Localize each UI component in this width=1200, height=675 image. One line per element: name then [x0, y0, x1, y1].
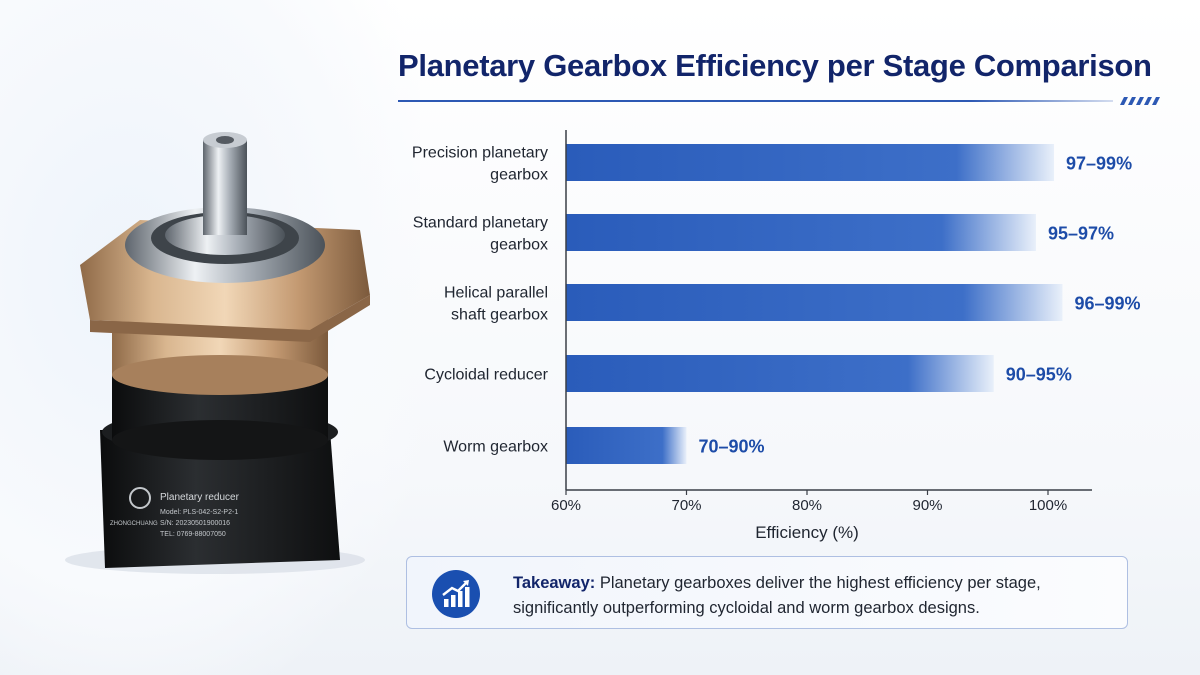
title-underline [398, 100, 1113, 102]
category-label-2-0: Helical parallel [444, 285, 548, 302]
bar-4 [566, 427, 687, 464]
product-label-line4: TEL: 0769-88007050 [160, 531, 226, 538]
x-tick-label-3: 90% [912, 497, 942, 514]
brand-logo-icon [129, 487, 151, 509]
x-tick-label-0: 60% [551, 497, 581, 514]
title-stripes-decoration [1120, 97, 1160, 105]
chart-growth-icon [432, 570, 480, 618]
category-label-0-1: gearbox [490, 167, 548, 184]
gearbox-illustration: Planetary reducer Model: PLS-042-S2-P2-1… [65, 132, 370, 574]
category-label-2-1: shaft gearbox [451, 307, 548, 324]
category-label-1-0: Standard planetary [413, 215, 548, 232]
chart-title: Planetary Gearbox Efficiency per Stage C… [398, 48, 1152, 83]
value-label-4: 70–90% [699, 437, 765, 457]
bar-chart: 97–99% 95–97% 96–99% 90–95% 70–90% Precision… [412, 130, 1141, 542]
value-label-0: 97–99% [1066, 154, 1132, 174]
product-label-line2: Model: PLS-042-S2-P2-1 [160, 509, 238, 516]
product-brand: ZHONGCHUANG [110, 521, 158, 527]
value-label-2: 96–99% [1074, 294, 1140, 314]
category-label-4-0: Worm gearbox [443, 439, 548, 456]
bar-2 [566, 284, 1063, 321]
x-tick-label-4: 100% [1029, 497, 1067, 514]
product-label-line3: S/N: 20230501900016 [160, 520, 230, 527]
bar-1 [566, 214, 1036, 251]
takeaway-box: Takeaway: Planetary gearboxes deliver th… [406, 556, 1128, 629]
x-tick-label-1: 70% [671, 497, 701, 514]
x-tick-label-2: 80% [792, 497, 822, 514]
category-label-3-0: Cycloidal reducer [424, 367, 548, 384]
takeaway-body: Planetary gearboxes deliver the highest … [513, 574, 1041, 617]
product-label-line1: Planetary reducer [160, 492, 240, 503]
bar-3 [566, 355, 994, 392]
x-axis-title: Efficiency (%) [755, 523, 859, 542]
takeaway-label: Takeaway: [513, 574, 596, 592]
category-label-0-0: Precision planetary [412, 145, 548, 162]
value-label-1: 95–97% [1048, 224, 1114, 244]
category-label-1-1: gearbox [490, 237, 548, 254]
bar-0 [566, 144, 1055, 181]
takeaway-text: Takeaway: Planetary gearboxes deliver th… [513, 571, 1113, 621]
value-label-3: 90–95% [1006, 365, 1072, 385]
